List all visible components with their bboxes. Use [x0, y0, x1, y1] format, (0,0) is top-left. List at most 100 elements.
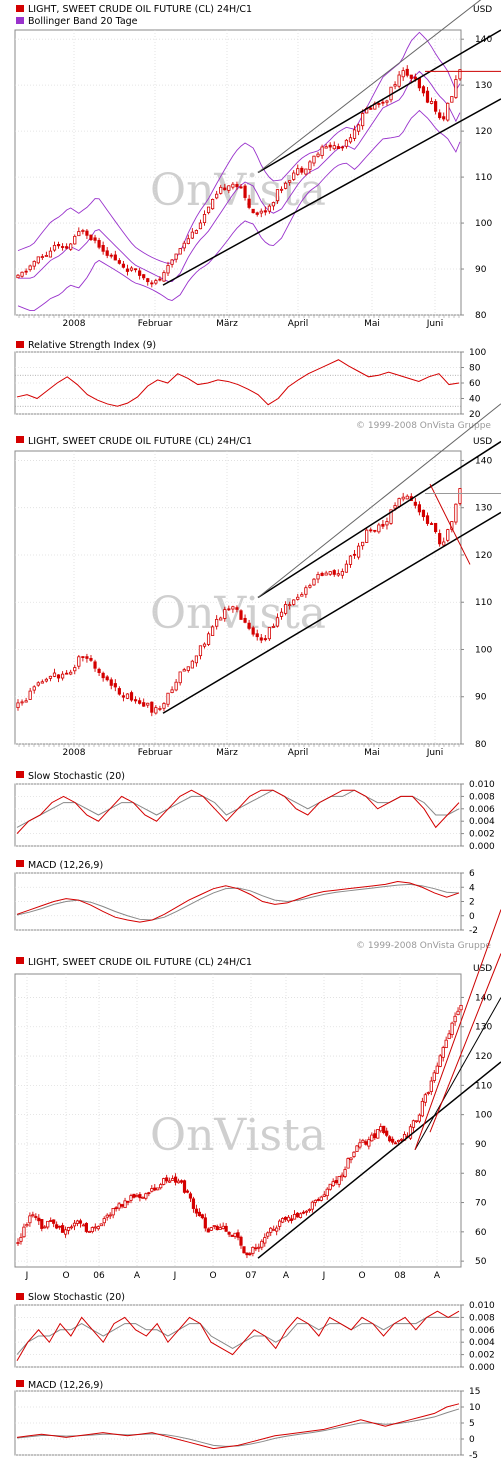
candle-body	[133, 699, 138, 702]
candle-body	[66, 1227, 71, 1231]
candle-body	[283, 182, 288, 189]
candle-body	[25, 1224, 29, 1227]
y-tick-label: 0.004	[469, 1338, 495, 1348]
candle-body	[138, 270, 142, 276]
candle-body	[61, 1225, 65, 1233]
candle-body	[211, 626, 215, 636]
candle-body	[272, 1229, 276, 1231]
candle-body	[46, 1220, 50, 1228]
candle-body	[393, 505, 397, 509]
candle-body	[316, 153, 320, 157]
candle-body	[24, 700, 28, 703]
y-tick-label: 5	[469, 1419, 475, 1429]
legend-macd-1: MACD (12,26,9)	[28, 860, 103, 871]
candle-body	[251, 627, 255, 635]
candle-body	[16, 702, 20, 708]
candle-body	[385, 100, 389, 103]
candle-body	[48, 250, 53, 258]
y-tick-label: 0.000	[469, 842, 495, 852]
candle-body	[381, 523, 385, 527]
candle-body	[421, 86, 426, 94]
candle-body	[162, 703, 166, 709]
candle-body	[417, 77, 422, 89]
candle-body	[251, 208, 255, 214]
candle-body	[381, 101, 385, 104]
candle-body	[186, 666, 190, 671]
candle-body	[417, 1114, 422, 1122]
candle-body	[319, 1196, 323, 1201]
candle-body	[178, 248, 182, 255]
candle-body	[365, 529, 369, 543]
candle-body	[308, 161, 312, 170]
y-tick-label: 0.002	[469, 830, 495, 840]
candle-body	[121, 263, 126, 268]
y-tick-label: 2	[469, 898, 475, 908]
y-tick-label: 0.002	[469, 1351, 495, 1361]
candle-body	[328, 1183, 332, 1190]
candle-body	[313, 1199, 317, 1203]
candle-body	[394, 1142, 398, 1145]
candle-body	[146, 278, 150, 283]
candle-body	[31, 1214, 35, 1217]
candle-body	[454, 503, 458, 523]
candle-body	[266, 1232, 270, 1237]
currency-label-3: USD	[473, 964, 492, 974]
candle-body	[442, 116, 446, 120]
trend-upper	[257, 440, 501, 599]
candle-body	[304, 168, 308, 175]
candle-body	[101, 245, 105, 252]
candle-body	[356, 124, 361, 132]
candle-body	[85, 656, 89, 659]
candle-body	[40, 1219, 44, 1229]
candle-body	[28, 265, 32, 271]
candle-body	[373, 1133, 377, 1139]
candle-body	[203, 1217, 207, 1229]
stoch-panel-2: 0.000 0.002 0.004 0.006 0.008 0.010	[14, 1301, 495, 1373]
candle-body	[168, 1180, 172, 1183]
candle-body	[336, 573, 340, 576]
candle-body	[81, 230, 85, 232]
candle-body	[245, 1252, 249, 1256]
candle-body	[257, 1246, 261, 1249]
candle-body	[324, 572, 328, 576]
candle-body	[93, 237, 97, 241]
candle-body	[458, 488, 462, 504]
candle-body	[301, 1211, 306, 1214]
candle-body	[219, 186, 223, 194]
x-tick-label: 2008	[63, 319, 86, 329]
candle-body	[243, 617, 247, 623]
candle-body	[263, 638, 267, 641]
candle-body	[142, 702, 146, 707]
candle-body	[388, 1136, 392, 1142]
candle-body	[129, 267, 134, 271]
candle-body	[223, 609, 227, 619]
candle-body	[417, 504, 422, 513]
candle-body	[275, 1227, 279, 1232]
candle-body	[263, 210, 267, 213]
x-tick-label: 08	[394, 1271, 406, 1281]
candle-body	[48, 675, 53, 679]
y-tick-label: 100	[475, 645, 492, 655]
candle-body	[324, 146, 328, 149]
candle-body	[135, 1195, 139, 1197]
candle-body	[361, 541, 365, 547]
candle-body	[405, 495, 409, 500]
y-tick-label: 90	[475, 265, 487, 275]
candle-body	[190, 231, 194, 239]
y-tick-label: 70	[475, 1199, 487, 1209]
candle-body	[348, 137, 353, 143]
candle-body	[429, 1080, 433, 1092]
legend-swatch-stoch-1	[16, 771, 24, 778]
candle-body	[202, 643, 207, 647]
candle-body	[377, 524, 381, 533]
candle-body	[43, 1226, 47, 1229]
price-panel-3-frame	[14, 973, 462, 1268]
candle-body	[432, 1072, 436, 1081]
candle-body	[215, 619, 219, 627]
candle-body	[385, 521, 389, 526]
candle-body	[450, 1022, 454, 1035]
candle-body	[337, 1176, 341, 1185]
candle-body	[89, 657, 93, 661]
y-tick-label: 0.000	[469, 1363, 495, 1373]
candle-body	[444, 1039, 448, 1049]
